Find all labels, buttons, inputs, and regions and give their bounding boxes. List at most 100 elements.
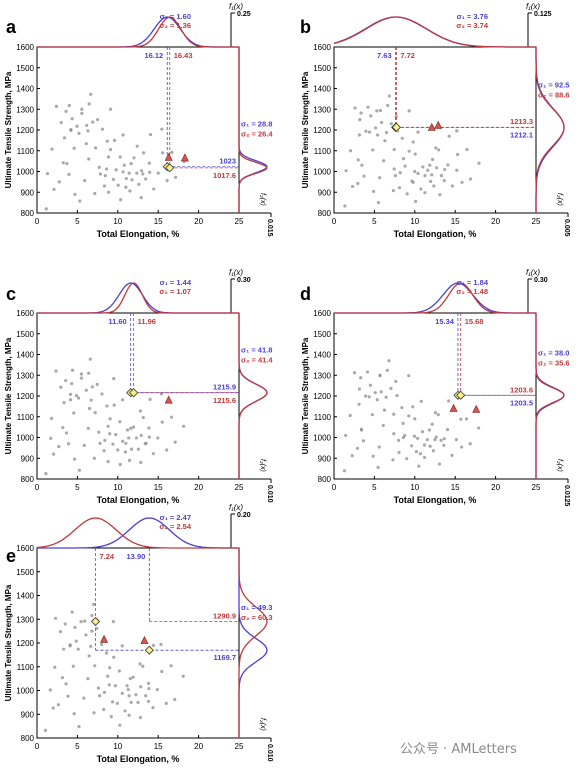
- scatter-point: [437, 148, 441, 152]
- scatter-point: [131, 675, 135, 679]
- scatter-point: [442, 443, 446, 447]
- scatter-point: [82, 696, 86, 700]
- scatter-point: [342, 469, 347, 473]
- fx-curve-sigma2: [37, 282, 239, 314]
- scatter-point: [383, 139, 387, 143]
- scatter-point: [103, 438, 107, 443]
- x-tick-label: 5: [75, 217, 80, 226]
- fy-curve-sigma1: [535, 47, 565, 213]
- scatter-point: [156, 436, 160, 440]
- scatter-point: [368, 383, 372, 387]
- scatter-point: [116, 448, 120, 452]
- scatter-point: [60, 676, 65, 680]
- fx-max-label: 0.20: [237, 512, 251, 519]
- scatter-point: [151, 643, 155, 647]
- y-tick-label: 1600: [16, 43, 34, 52]
- x-tick-label: 15: [154, 483, 163, 492]
- y-tick-label: 1200: [16, 126, 34, 135]
- scatter-point: [398, 171, 402, 175]
- scatter-point: [442, 179, 446, 183]
- scatter-point: [80, 107, 84, 111]
- y-tick-label: 1000: [16, 168, 34, 177]
- scatter-point: [411, 180, 415, 184]
- sigma-x-1: σ₁ = 1.84: [457, 278, 489, 287]
- scatter-point: [152, 187, 156, 191]
- scatter-point: [393, 174, 398, 178]
- scatter-point: [405, 457, 409, 461]
- scatter-point: [160, 127, 164, 131]
- scatter-point: [95, 382, 99, 386]
- scatter-point: [454, 437, 459, 442]
- scatter-point: [382, 408, 387, 412]
- scatter-point: [121, 170, 125, 174]
- scatter-point: [173, 697, 177, 702]
- fx-axis-title: f₁(x): [229, 268, 243, 277]
- scatter-point: [413, 169, 417, 174]
- scatter-point: [161, 151, 165, 155]
- scatter-point: [87, 157, 91, 161]
- triangle-marker: [164, 152, 173, 161]
- scatter-point: [140, 169, 144, 173]
- fy-curve-sigma2: [238, 548, 268, 738]
- scatter-point: [401, 421, 405, 425]
- scatter-point: [136, 447, 141, 451]
- scatter-point: [141, 415, 145, 420]
- scatter-point: [72, 146, 76, 150]
- scatter-point: [64, 682, 68, 686]
- scatter-point: [343, 204, 347, 208]
- fx-axis-title: f₁(x): [526, 2, 540, 11]
- scatter-point: [100, 642, 104, 647]
- scatter-point: [102, 690, 107, 695]
- scatter-point: [58, 630, 63, 634]
- scatter-point: [104, 651, 109, 655]
- scatter-point: [105, 404, 109, 408]
- scatter-point: [468, 442, 472, 446]
- x-tick-label: 10: [410, 483, 419, 492]
- y-tick-label: 1500: [16, 330, 34, 339]
- scatter-point: [169, 415, 174, 419]
- y-tick-label: 1300: [313, 105, 331, 114]
- scatter-point: [90, 629, 94, 633]
- scatter-point: [164, 701, 168, 705]
- fy-axis-title: f₂(x): [259, 718, 266, 731]
- fy-max-label: 0.0125: [563, 485, 570, 507]
- scatter-point: [370, 413, 374, 417]
- scatter-point: [378, 373, 382, 377]
- scatter-point: [138, 409, 143, 413]
- scatter-point: [366, 105, 370, 109]
- scatter-point: [93, 411, 97, 415]
- scatter-point: [70, 117, 74, 121]
- scatter-point: [108, 417, 112, 421]
- scatter-point: [87, 371, 91, 375]
- mean-y-1: 1023: [219, 157, 236, 166]
- scatter-point: [374, 126, 378, 130]
- scatter-point: [426, 168, 430, 172]
- scatter-point: [169, 664, 173, 668]
- triangle-marker: [140, 635, 149, 644]
- mean-x-1: 13.90: [127, 552, 146, 561]
- scatter-point: [422, 443, 427, 447]
- fy-max-label: 0.005: [563, 219, 570, 237]
- scatter-point: [52, 187, 56, 191]
- scatter-point: [105, 139, 109, 143]
- scatter-point: [93, 664, 97, 668]
- panel-b: b 0 5 10 15 20 25 800 900 1000 1100 1200 1300 1400 150…: [300, 2, 570, 239]
- scatter-point: [108, 666, 112, 670]
- scatter-point: [439, 174, 444, 178]
- scatter-point: [138, 715, 143, 720]
- x-axis-title: Total Elongation, %: [394, 229, 477, 239]
- x-tick-label: 5: [372, 217, 377, 226]
- scatter-point: [90, 385, 94, 389]
- scatter-point: [127, 171, 131, 175]
- scatter-point: [148, 132, 153, 137]
- sigma-y-2: σ₂ = 60.3: [241, 613, 273, 622]
- scatter-point: [356, 158, 360, 162]
- scatter-point: [394, 379, 398, 384]
- scatter-point: [72, 411, 76, 415]
- scatter-point: [397, 438, 401, 443]
- scatter-point: [392, 147, 396, 152]
- y-tick-label: 1600: [16, 544, 34, 553]
- mean-y-2: 1215.6: [213, 396, 236, 405]
- fx-curve-sigma2: [37, 16, 239, 48]
- scatter-point: [407, 149, 411, 153]
